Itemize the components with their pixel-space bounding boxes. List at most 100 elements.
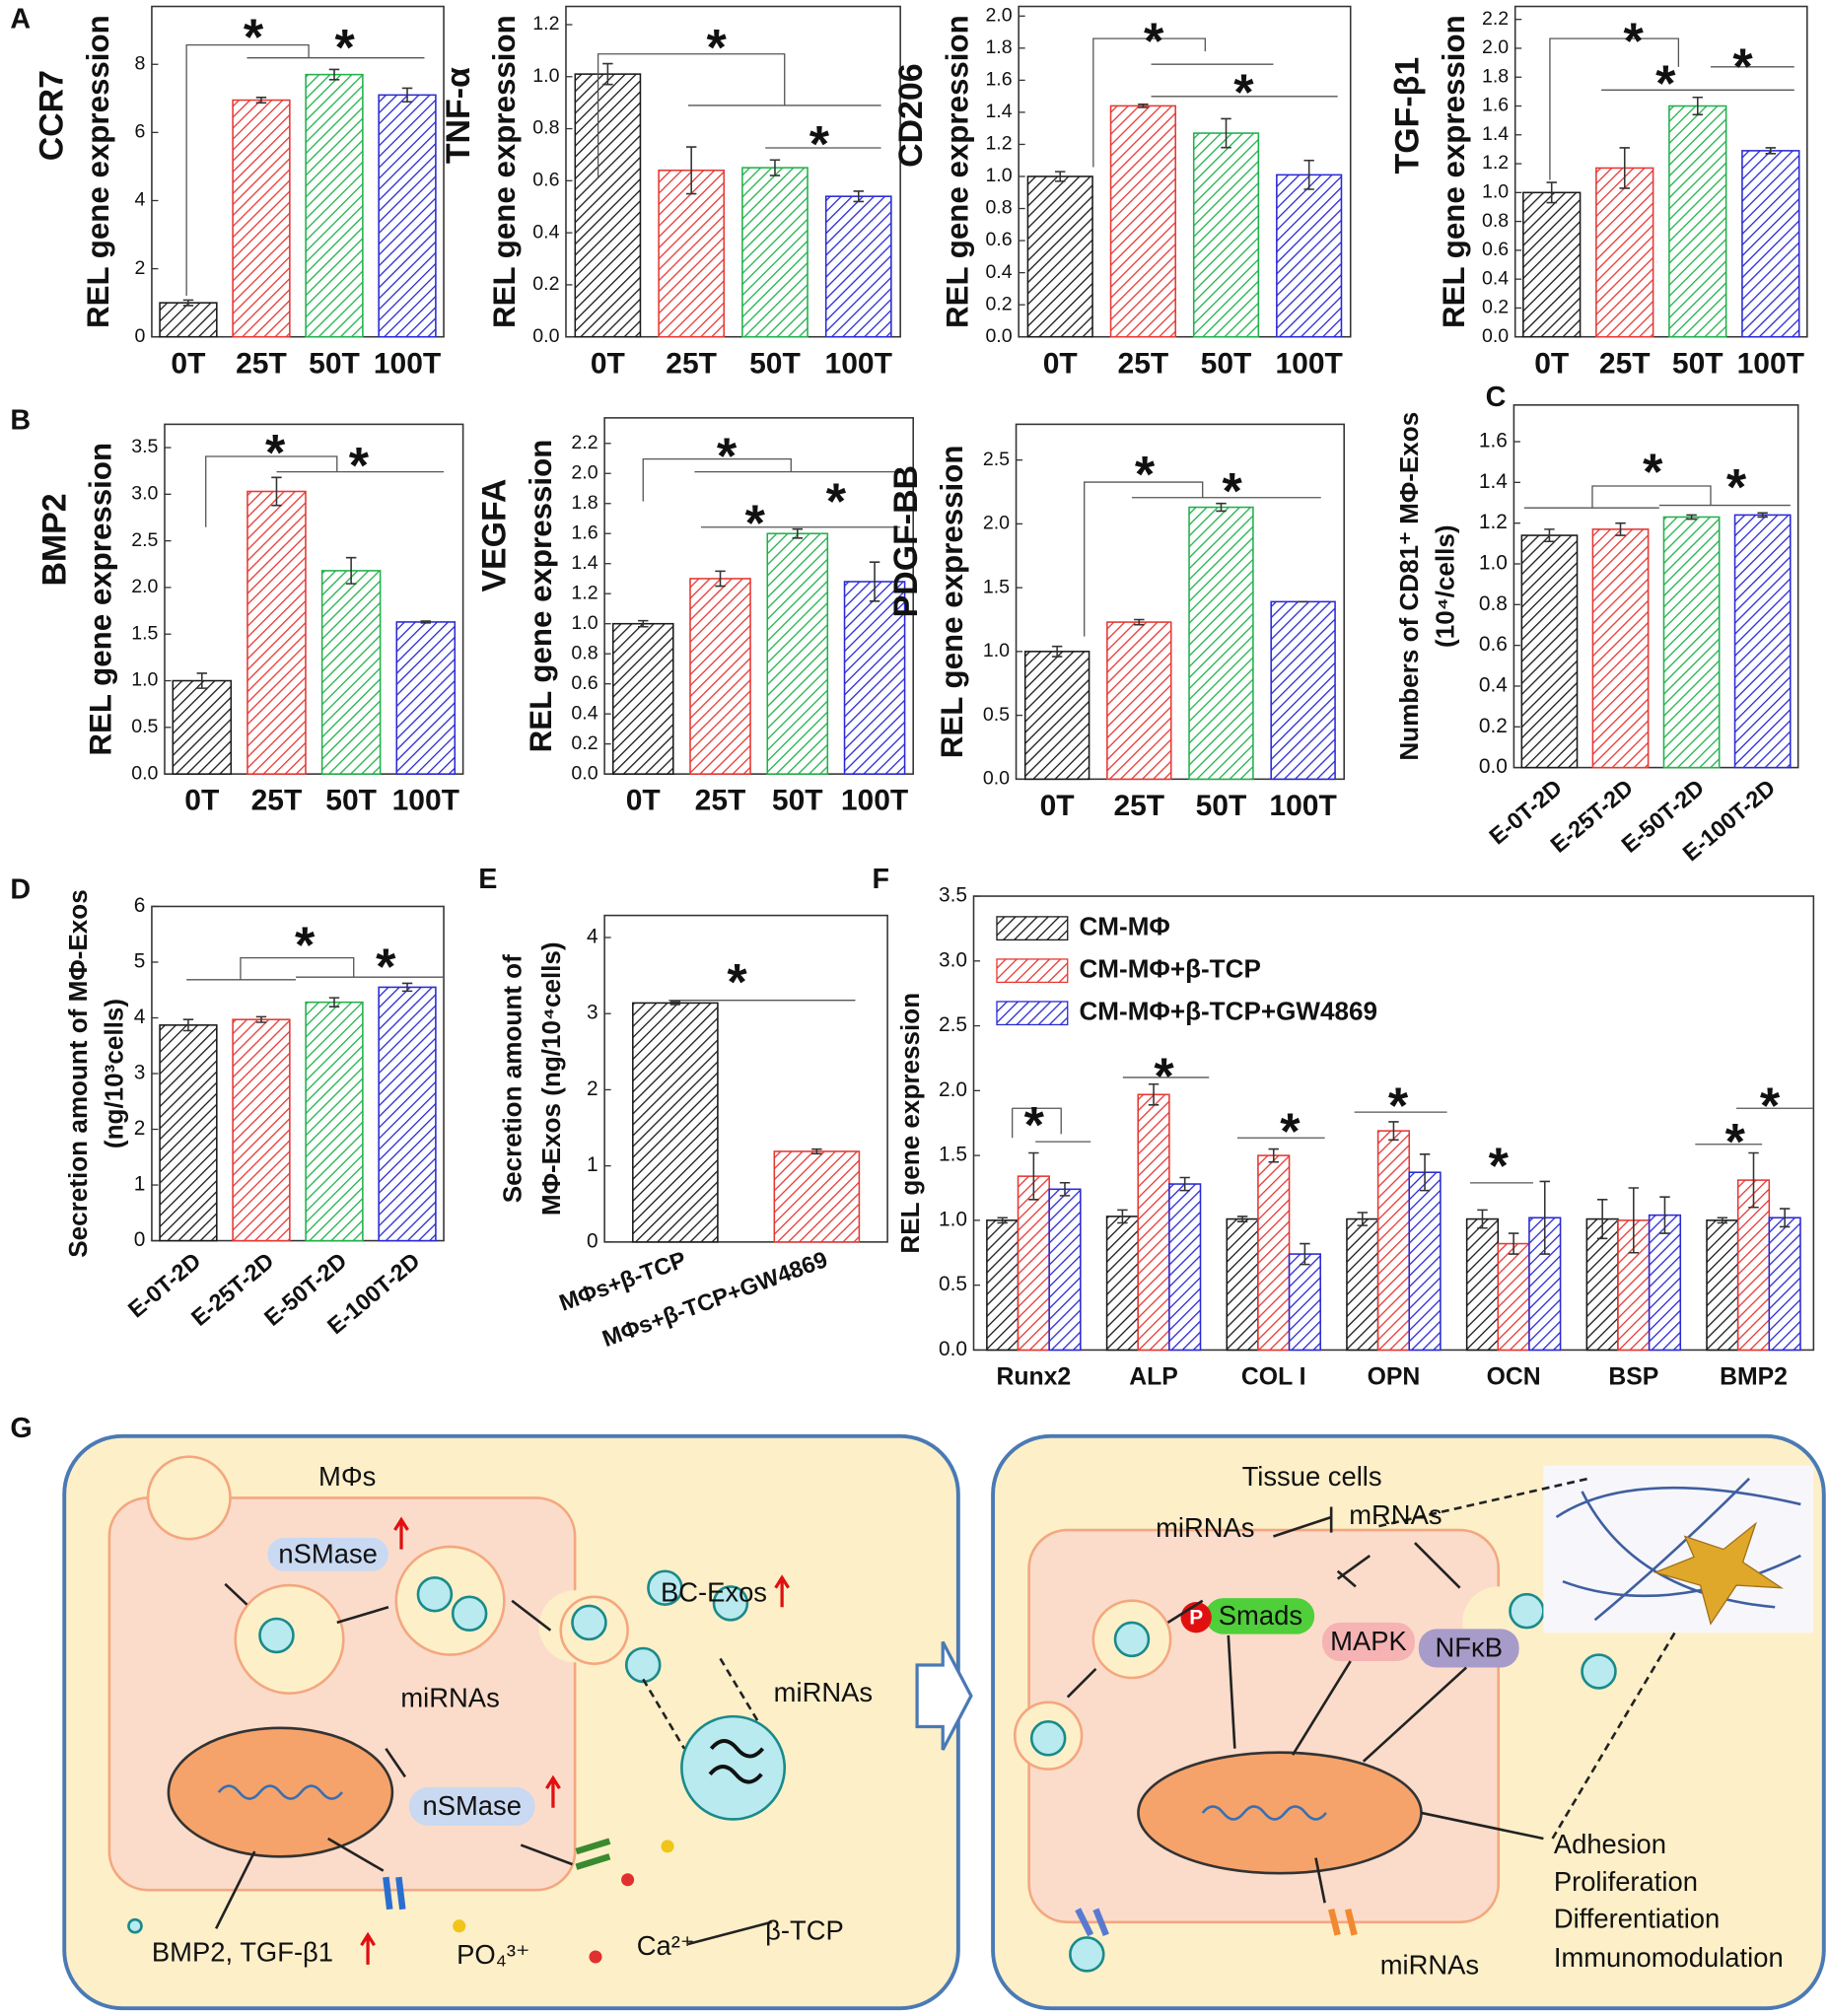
y-tick-label: 1.4 (571, 552, 598, 574)
error-bar (669, 1001, 681, 1006)
y-tick-label: 2.0 (983, 513, 1010, 534)
bar (1591, 528, 1650, 769)
y-tick-label: 1.0 (939, 1208, 967, 1230)
error-bar (1134, 618, 1145, 626)
bar (378, 94, 437, 338)
panel-label: F (872, 864, 889, 895)
bar (305, 73, 364, 338)
bar (741, 167, 809, 338)
y-tick-label: 0.6 (985, 229, 1012, 250)
material-label: β-TCP (765, 1914, 844, 1945)
y-tick-label: 2.2 (1482, 8, 1509, 30)
gene-title: TNF-α (440, 67, 477, 164)
y-tick-label: 0.4 (571, 702, 598, 724)
error-bar (1539, 1180, 1550, 1255)
panel-label: A (10, 3, 31, 35)
y-tick-label: 0.4 (1479, 673, 1508, 696)
significance-bracket (642, 457, 792, 502)
bar (320, 570, 382, 775)
significance-star: * (376, 938, 396, 996)
bar (1048, 1188, 1082, 1352)
y-axis-label: REL gene expression (524, 440, 558, 753)
y-tick-label: 1.0 (131, 669, 158, 691)
significance-star: * (1760, 1078, 1781, 1135)
plot-frame (1018, 5, 1352, 338)
plot-frame (1015, 423, 1345, 781)
plot-frame (151, 5, 445, 338)
error-bar (1300, 1242, 1310, 1266)
error-bar (1236, 1216, 1248, 1222)
bar (1188, 506, 1254, 781)
x-tick-label: 25T (1118, 347, 1169, 380)
y-tick-label: 0.6 (532, 170, 559, 191)
y-tick-label: 0.0 (532, 325, 559, 347)
y-axis-label: REL gene expression (487, 15, 522, 328)
gene-title: BMP2 (35, 493, 73, 586)
error-bar (196, 672, 208, 689)
ion-label: PO₄³⁺ (457, 1939, 529, 1970)
panel-label: E (478, 864, 497, 895)
error-bar (1138, 103, 1149, 108)
y-tick-label: 0.8 (985, 197, 1012, 219)
y-tick-label: 2 (134, 1117, 146, 1140)
y-tick-label: 0.0 (985, 325, 1012, 347)
plot-frame (151, 905, 445, 1242)
bar (986, 1219, 1020, 1352)
x-tick-label: Runx2 (996, 1364, 1071, 1391)
bar (632, 1002, 719, 1243)
y-tick-label: 0.2 (1482, 297, 1509, 318)
bar (574, 73, 642, 338)
x-tick-label: 100T (1737, 347, 1804, 380)
y-tick-label: 1.6 (985, 69, 1012, 91)
y-tick-label: 1.2 (1482, 152, 1509, 174)
bar (1168, 1183, 1202, 1352)
y-axis-label: Secretion amount of (498, 954, 528, 1203)
x-tick-label: 0T (1043, 347, 1078, 380)
pathway-label: MAPK (1330, 1626, 1407, 1656)
bar (689, 578, 751, 775)
bar (1192, 132, 1260, 338)
significance-star: * (745, 496, 766, 553)
significance-star: * (334, 20, 355, 77)
y-tick-label: 0.5 (939, 1273, 967, 1295)
x-tick-label: 0T (591, 347, 625, 380)
bar (1226, 1217, 1259, 1352)
error-bar (1117, 1209, 1128, 1224)
cell-title: MΦs (318, 1461, 376, 1492)
cell-drawing (1653, 1521, 1785, 1626)
legend-label: CM-MΦ (1079, 912, 1169, 941)
bar (1105, 1216, 1140, 1352)
significance-star: * (1233, 65, 1254, 122)
x-tick-label: 50T (1201, 347, 1252, 380)
x-tick-label: 50T (1672, 347, 1723, 380)
y-tick-label: 1.0 (532, 65, 559, 87)
significance-star: * (727, 954, 747, 1011)
outcome: Differentiation (1554, 1904, 1720, 1934)
y-axis-label: REL gene expression (940, 15, 974, 328)
significance-star: * (1489, 1139, 1510, 1196)
y-tick-label: 3.5 (131, 436, 158, 457)
x-tick-label: 0T (184, 785, 219, 817)
bar (1257, 1154, 1291, 1352)
exosome-label: BC-Exos (661, 1576, 767, 1607)
y-tick-label: 0.6 (571, 672, 598, 694)
error-bar (1216, 502, 1227, 513)
significance-star: * (1726, 459, 1747, 517)
inset-image (1543, 1465, 1814, 1634)
y-tick-label: 4 (587, 926, 598, 948)
bar (1026, 175, 1093, 338)
enzyme-box (267, 1537, 388, 1571)
secreted-label: BMP2, TGF-β1 (152, 1937, 333, 1968)
y-tick-label: 1.6 (1479, 430, 1508, 452)
y-tick-label: 0.2 (532, 273, 559, 295)
outcome: Immunomodulation (1554, 1942, 1784, 1973)
significance-star: * (1280, 1103, 1301, 1160)
legend-label: CM-MΦ+β-TCP (1079, 954, 1260, 984)
y-tick-label: 0.8 (571, 642, 598, 663)
x-tick-label: 100T (1269, 790, 1336, 822)
error-bar (1619, 147, 1630, 189)
y-tick-label: 1.0 (1482, 181, 1509, 203)
y-tick-label: 0.0 (983, 768, 1010, 790)
gene-title: PDGF-BB (887, 465, 925, 617)
x-tick-label: 25T (251, 785, 303, 817)
